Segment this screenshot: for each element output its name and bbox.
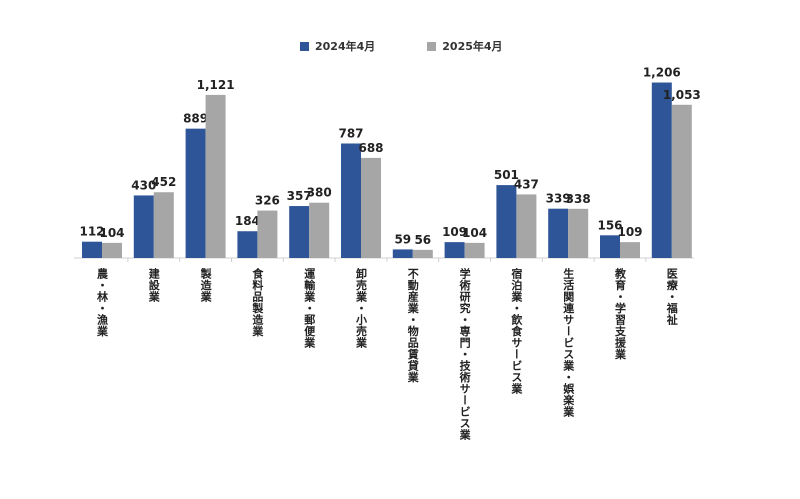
data-label-2024-8: 501 bbox=[494, 168, 519, 182]
bar-2024-7 bbox=[444, 242, 465, 258]
data-label-2024-5: 787 bbox=[338, 126, 363, 140]
data-label-2025-1: 452 bbox=[151, 175, 176, 189]
category-label-6: 不動産業・物品賃貸業 bbox=[406, 268, 420, 383]
bar-2024-11 bbox=[651, 82, 672, 258]
category-label-4: 運輸業・郵便業 bbox=[302, 268, 316, 349]
bar-2025-8 bbox=[516, 194, 537, 258]
bar-2025-9 bbox=[568, 208, 589, 258]
data-label-2025-2: 1,121 bbox=[197, 78, 235, 92]
bar-2024-3 bbox=[237, 231, 258, 258]
legend: 2024年4月 2025年4月 bbox=[300, 38, 503, 54]
data-label-2024-6: 59 bbox=[394, 232, 411, 246]
data-label-2025-7: 104 bbox=[462, 226, 487, 240]
bar-2024-6 bbox=[392, 249, 413, 258]
legend-item-2024: 2024年4月 bbox=[300, 38, 375, 54]
data-label-2024-2: 889 bbox=[183, 112, 208, 126]
data-label-2024-7: 109 bbox=[442, 225, 467, 239]
bar-2025-3 bbox=[257, 210, 278, 258]
bar-2024-4 bbox=[289, 206, 310, 258]
data-label-2024-1: 430 bbox=[131, 178, 156, 192]
category-label-9: 生活関連サービス業・娯楽業 bbox=[561, 268, 575, 418]
bar-2025-11 bbox=[671, 104, 692, 258]
bar-2025-2 bbox=[205, 94, 226, 258]
data-label-2025-5: 688 bbox=[358, 141, 383, 155]
bar-2024-9 bbox=[548, 208, 569, 258]
data-label-2024-3: 184 bbox=[235, 214, 260, 228]
legend-item-2025: 2025年4月 bbox=[427, 38, 503, 54]
category-label-8: 宿泊業・飲食サービス業 bbox=[509, 268, 523, 395]
data-label-2024-10: 156 bbox=[597, 218, 622, 232]
data-label-2024-0: 112 bbox=[79, 225, 104, 239]
legend-swatch-2024 bbox=[300, 41, 309, 51]
bar-2025-1 bbox=[153, 192, 174, 258]
category-label-0: 農・林・漁業 bbox=[95, 268, 109, 337]
data-label-2024-9: 339 bbox=[546, 192, 571, 206]
bar-2025-5 bbox=[361, 157, 381, 258]
data-label-2024-4: 357 bbox=[287, 189, 312, 203]
data-label-2025-4: 380 bbox=[307, 186, 332, 200]
legend-swatch-2025 bbox=[427, 41, 437, 51]
bar-2024-8 bbox=[496, 185, 517, 258]
bar-2024-0 bbox=[82, 241, 102, 258]
data-label-2025-10: 109 bbox=[617, 225, 642, 239]
data-label-2025-9: 338 bbox=[566, 192, 591, 206]
data-label-2025-8: 437 bbox=[514, 177, 539, 191]
data-label-2025-11: 1,053 bbox=[663, 88, 701, 102]
category-label-2: 製造業 bbox=[199, 268, 213, 303]
category-label-3: 食料品製造業 bbox=[250, 268, 264, 337]
bar-2024-5 bbox=[341, 143, 361, 258]
category-label-1: 建設業 bbox=[147, 268, 161, 303]
bar-2025-10 bbox=[620, 242, 640, 258]
bar-2024-1 bbox=[133, 195, 154, 258]
category-label-11: 医療・福祉 bbox=[665, 268, 679, 326]
bar-2025-0 bbox=[102, 242, 122, 258]
category-label-5: 卸売業・小売業 bbox=[354, 268, 368, 349]
data-label-2025-3: 326 bbox=[255, 194, 280, 208]
data-label-2025-0: 104 bbox=[99, 226, 124, 240]
category-label-10: 教育・学習支援業 bbox=[613, 268, 627, 360]
legend-label-2025: 2025年4月 bbox=[442, 40, 503, 53]
category-label-7: 学術研究・専門・技術サービス業 bbox=[458, 268, 472, 441]
bar-2025-6 bbox=[412, 249, 433, 258]
bar-2024-2 bbox=[185, 128, 206, 258]
data-label-2025-6: 56 bbox=[414, 233, 431, 247]
legend-label-2024: 2024年4月 bbox=[315, 40, 376, 53]
bar-2025-4 bbox=[309, 202, 330, 258]
bar-2025-7 bbox=[464, 242, 485, 258]
bar-2024-10 bbox=[600, 235, 620, 258]
data-label-2024-11: 1,206 bbox=[643, 66, 681, 80]
